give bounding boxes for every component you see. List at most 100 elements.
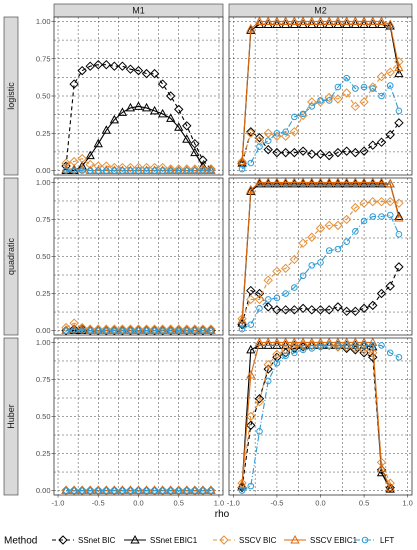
data-point: [289, 127, 300, 137]
data-point: [264, 137, 272, 145]
data-point: [199, 327, 207, 334]
legend-label: LFT: [380, 536, 394, 545]
data-point: [272, 340, 282, 349]
data-point: [263, 302, 273, 312]
data-point: [254, 294, 265, 305]
data-point: [359, 177, 369, 186]
data-point: [324, 19, 334, 28]
data-point: [368, 177, 378, 186]
panels-layer: M1 M2 logistic quadratic Huber: [3, 3, 413, 496]
data-point: [272, 16, 282, 25]
data-point: [298, 178, 308, 188]
data-point: [333, 220, 343, 231]
series-sscv-ebic1: [237, 177, 404, 324]
data-point: [94, 487, 102, 494]
data-point: [280, 345, 291, 355]
data-point: [395, 107, 403, 115]
data-point: [376, 19, 387, 28]
data-point: [70, 327, 78, 334]
data-point: [61, 158, 71, 168]
y-tick-label: 1.00: [36, 17, 51, 26]
data-point: [298, 177, 308, 186]
data-point: [254, 177, 265, 186]
data-point: [341, 306, 352, 317]
y-tick-label: 0.00: [36, 166, 51, 175]
data-point: [159, 167, 166, 174]
data-point: [359, 178, 369, 188]
data-point: [343, 238, 350, 245]
data-point: [109, 162, 120, 173]
series-lft: [62, 487, 215, 494]
data-point: [157, 79, 168, 89]
data-point: [315, 19, 326, 28]
data-point: [368, 352, 378, 362]
data-point: [385, 482, 395, 492]
data-point: [385, 130, 395, 140]
row-strip: [3, 16, 19, 176]
data-point: [109, 114, 119, 124]
data-point: [272, 178, 282, 188]
data-point: [254, 16, 265, 25]
series-line: [241, 344, 400, 492]
series-line: [241, 77, 400, 170]
data-point: [394, 68, 404, 78]
legend-key-marker: [361, 536, 369, 544]
panel-Huber-M2: [228, 337, 413, 496]
panel-logistic-M2: [228, 16, 413, 176]
data-point: [385, 19, 395, 28]
data-point: [342, 178, 352, 188]
y-tick-label: 0.00: [36, 486, 51, 495]
data-point: [350, 337, 360, 346]
data-point: [385, 281, 395, 291]
x-tick-label: -0.5: [270, 499, 283, 508]
data-point: [109, 61, 120, 71]
data-point: [307, 232, 317, 242]
data-point: [125, 102, 136, 112]
data-point: [299, 346, 307, 354]
legend-key-marker: [290, 534, 300, 544]
data-point: [183, 167, 191, 174]
data-point: [127, 487, 134, 494]
data-point: [127, 167, 134, 174]
data-point: [263, 144, 273, 155]
data-point: [378, 342, 385, 349]
data-point: [308, 262, 316, 269]
data-point: [350, 16, 360, 25]
data-point: [289, 19, 299, 28]
data-point: [263, 19, 273, 28]
data-point: [376, 177, 387, 186]
data-point: [350, 178, 360, 188]
data-point: [307, 16, 317, 25]
data-point: [376, 178, 387, 188]
data-point: [394, 118, 404, 128]
data-point: [182, 134, 192, 143]
data-point: [376, 71, 387, 82]
legend-entry: SSnet EBIC1: [124, 534, 198, 545]
data-point: [395, 353, 403, 361]
data-point: [175, 487, 183, 494]
data-point: [307, 97, 317, 107]
data-point: [263, 364, 273, 374]
data-point: [298, 340, 308, 349]
x-axis-title: rho: [215, 509, 230, 520]
data-point: [315, 178, 326, 188]
series-lft: [238, 342, 403, 494]
data-point: [237, 156, 247, 167]
data-point: [273, 129, 281, 137]
data-point: [359, 97, 369, 107]
x-tick-label: -1.0: [52, 499, 65, 508]
data-point: [183, 327, 191, 334]
data-point: [69, 79, 79, 89]
data-point: [117, 107, 128, 116]
data-point: [135, 327, 142, 334]
data-point: [281, 19, 291, 28]
data-point: [272, 349, 282, 359]
data-point: [359, 16, 369, 25]
data-point: [307, 149, 317, 159]
data-point: [133, 162, 144, 173]
row-strip-label: quadratic: [6, 237, 16, 275]
data-point: [350, 101, 361, 112]
data-point: [103, 167, 110, 174]
data-point: [199, 487, 207, 494]
data-point: [246, 369, 256, 379]
